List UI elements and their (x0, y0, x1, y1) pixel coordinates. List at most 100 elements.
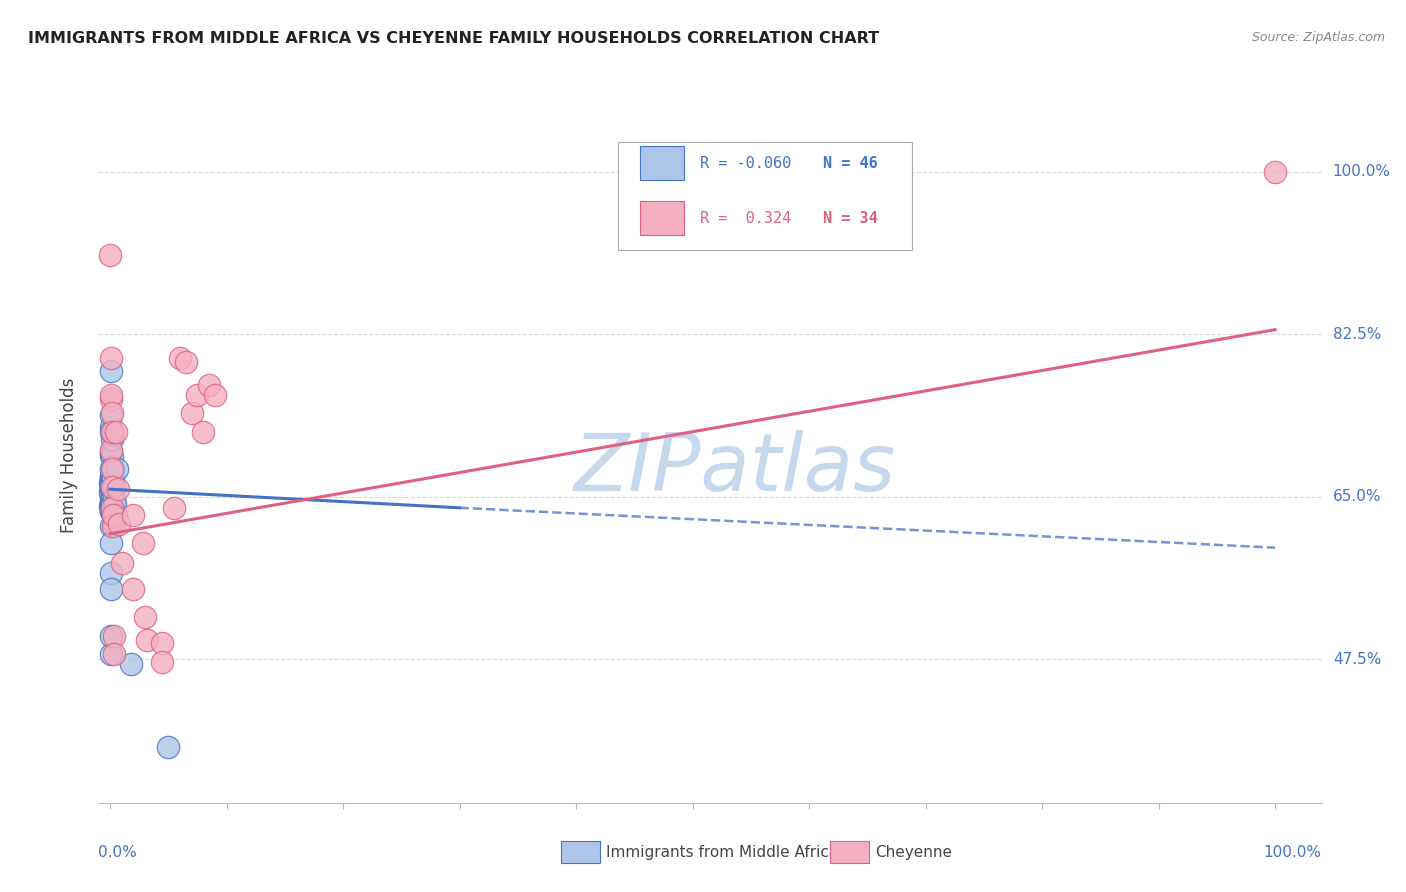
Text: Cheyenne: Cheyenne (875, 845, 952, 860)
Point (100, 629, 122, 643)
Point (101, 519, 124, 533)
Point (152, 636, 174, 650)
Point (100, 477, 122, 491)
Point (105, 508, 128, 523)
Point (103, 462, 125, 476)
Point (100, 480, 122, 494)
Text: 100.0%: 100.0% (1264, 845, 1322, 860)
Point (100, 450, 122, 464)
Point (100, 425, 122, 439)
Point (134, 610, 156, 624)
Point (100, 408, 122, 422)
Point (100, 648, 122, 662)
Point (101, 471, 124, 485)
Point (198, 378, 221, 392)
Point (100, 491, 122, 506)
Point (186, 387, 208, 401)
Y-axis label: Family Households: Family Households (59, 377, 77, 533)
Text: Immigrants from Middle Africa: Immigrants from Middle Africa (606, 845, 838, 860)
Point (100, 491, 122, 506)
Point (136, 633, 159, 648)
Point (100, 482, 122, 496)
Point (1264, 165, 1286, 179)
Point (100, 475, 122, 490)
Point (100, 448, 122, 462)
Point (100, 503, 122, 517)
Point (163, 500, 186, 515)
Point (100, 445, 122, 459)
Point (101, 426, 124, 441)
Point (100, 507, 122, 521)
Point (100, 387, 122, 401)
Text: R = -0.060: R = -0.060 (700, 155, 792, 170)
FancyBboxPatch shape (561, 841, 600, 863)
Point (101, 508, 124, 523)
Point (103, 491, 125, 506)
Point (100, 519, 122, 533)
Point (100, 473, 122, 487)
Text: 82.5%: 82.5% (1333, 326, 1381, 342)
Point (100, 496, 122, 510)
Point (101, 462, 124, 476)
Text: 65.0%: 65.0% (1333, 489, 1381, 504)
Point (122, 582, 145, 597)
Text: 0.0%: 0.0% (98, 845, 138, 860)
Point (193, 425, 215, 439)
Point (103, 648, 125, 662)
Point (107, 482, 129, 496)
Point (105, 462, 128, 476)
Point (152, 655, 174, 669)
Point (100, 462, 122, 476)
Point (101, 480, 124, 494)
Point (101, 500, 124, 515)
Point (100, 566, 122, 580)
Point (103, 516, 125, 530)
Point (101, 497, 124, 511)
Point (108, 517, 131, 532)
Point (100, 406, 122, 420)
Point (100, 351, 122, 365)
FancyBboxPatch shape (830, 841, 869, 863)
Point (100, 503, 122, 517)
Point (100, 420, 122, 434)
Point (120, 657, 142, 671)
Point (103, 629, 125, 643)
Point (101, 460, 124, 475)
Point (111, 557, 134, 571)
Text: R =  0.324: R = 0.324 (700, 211, 792, 226)
Text: 47.5%: 47.5% (1333, 651, 1381, 666)
Point (103, 480, 125, 494)
Point (100, 248, 122, 262)
Point (100, 497, 122, 511)
Point (100, 582, 122, 597)
FancyBboxPatch shape (640, 146, 685, 180)
Point (100, 469, 122, 483)
Point (101, 471, 124, 485)
Point (100, 485, 122, 500)
Text: ZIPatlas: ZIPatlas (574, 430, 896, 508)
Point (104, 497, 127, 511)
Point (100, 499, 122, 513)
Point (104, 425, 127, 439)
Point (174, 355, 197, 369)
Point (131, 536, 153, 550)
FancyBboxPatch shape (640, 201, 685, 235)
Point (100, 443, 122, 458)
Point (157, 740, 180, 755)
Text: Source: ZipAtlas.com: Source: ZipAtlas.com (1251, 31, 1385, 45)
Point (204, 387, 226, 401)
Text: 100.0%: 100.0% (1333, 164, 1391, 179)
Point (103, 497, 125, 511)
Point (180, 406, 202, 420)
Point (169, 351, 191, 365)
Point (101, 432, 124, 446)
Point (100, 392, 122, 407)
Text: N = 34: N = 34 (823, 211, 877, 226)
Text: N = 46: N = 46 (823, 155, 877, 170)
Text: IMMIGRANTS FROM MIDDLE AFRICA VS CHEYENNE FAMILY HOUSEHOLDS CORRELATION CHART: IMMIGRANTS FROM MIDDLE AFRICA VS CHEYENN… (28, 31, 879, 46)
Point (100, 471, 122, 485)
Point (100, 536, 122, 550)
Point (100, 364, 122, 378)
Point (122, 508, 145, 523)
Point (101, 425, 124, 439)
